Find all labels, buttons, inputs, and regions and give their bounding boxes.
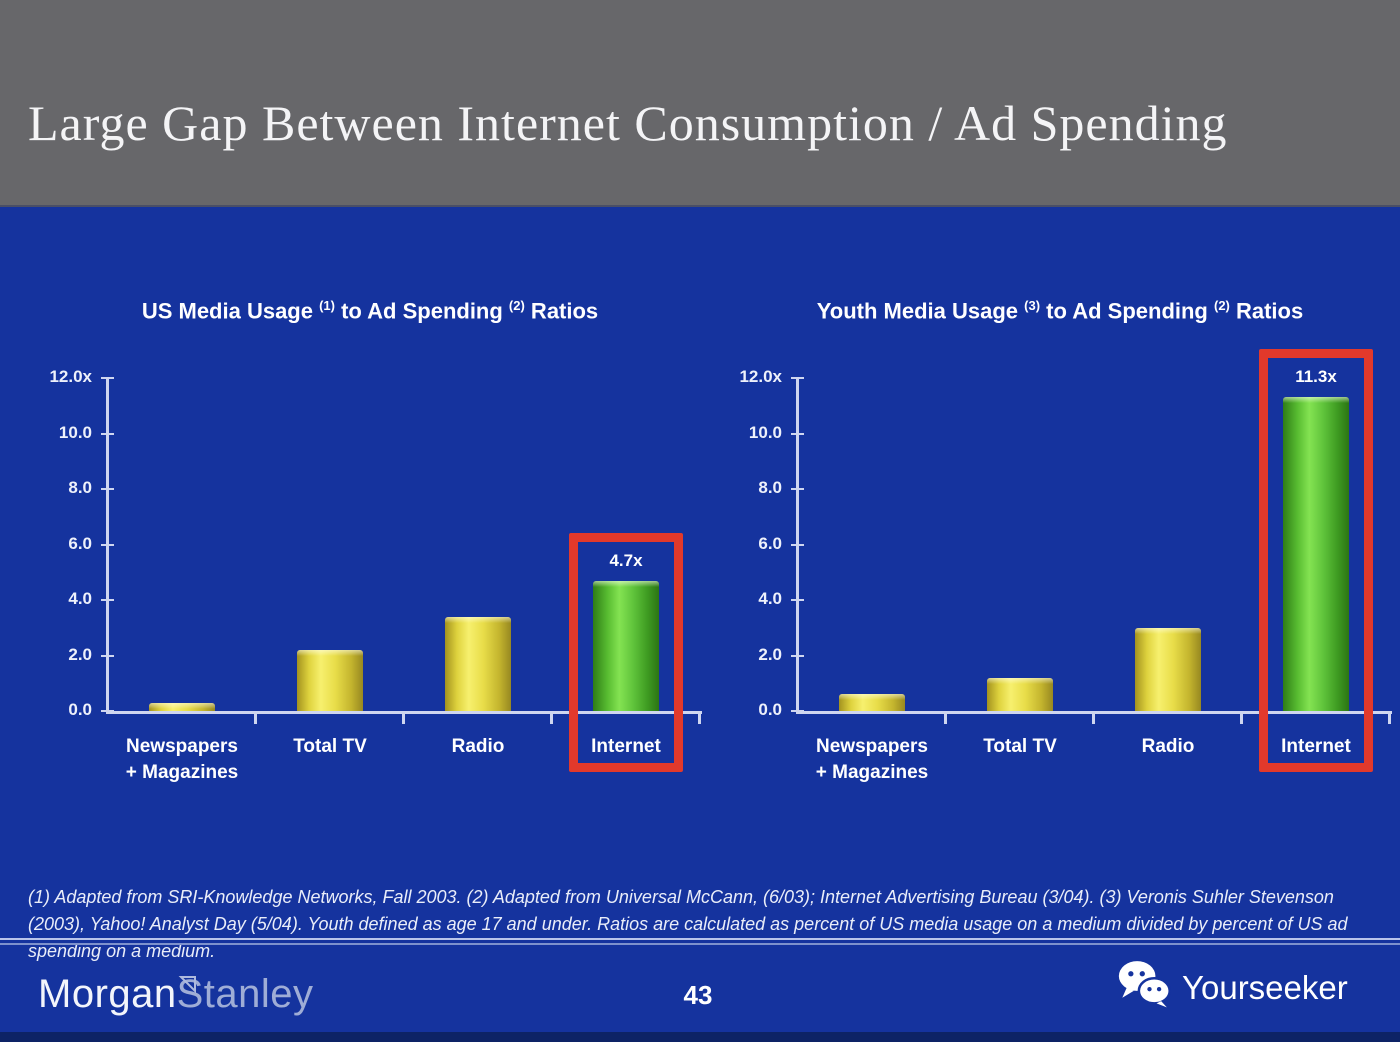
bar-value-label: 11.3x <box>1295 367 1337 386</box>
slide-header: Large Gap Between Internet Consumption /… <box>0 0 1400 207</box>
y-tick-label: 4.0 <box>758 589 782 608</box>
y-tick-label: 8.0 <box>68 478 92 497</box>
category-label: Internet <box>1281 736 1351 757</box>
x-tick <box>698 714 701 724</box>
category-label: Radio <box>451 736 505 757</box>
x-tick <box>1240 714 1243 724</box>
y-tick-label: 2.0 <box>68 644 92 664</box>
y-tick-label: 6.0 <box>68 533 92 553</box>
morganstanley-flag-icon <box>178 960 198 1005</box>
highlight-box <box>569 533 683 772</box>
bar-radio <box>1135 628 1201 711</box>
divider-rule-bottom <box>0 943 1400 945</box>
y-tick-label: 12.0x <box>49 367 92 386</box>
x-tick <box>402 714 405 724</box>
chart-plot: 12.0x 10.0 8.0 6.0 4.0 2.0 0.0 Newspapers + Maga… <box>40 268 702 813</box>
category-label: Total TV <box>293 736 367 757</box>
wechat-icon <box>1116 960 1172 1016</box>
y-tick-label: 10.0 <box>58 422 92 442</box>
bar-newspapers <box>149 703 215 711</box>
y-tick <box>791 432 804 435</box>
x-axis-line <box>796 711 1392 714</box>
category-label: Radio <box>1141 736 1195 757</box>
category-label: Internet <box>591 736 661 757</box>
chart-title-youth-media: Youth Media Usage (3) to Ad Spending (2)… <box>816 298 1304 324</box>
bar-newspapers <box>839 694 905 711</box>
yourseeker-watermark: Yourseeker <box>1116 960 1348 1016</box>
x-axis-line <box>106 711 702 714</box>
x-tick <box>1092 714 1095 724</box>
y-tick <box>791 488 804 490</box>
morgan-text: Morgan <box>38 972 177 1016</box>
y-tick-label: 12.0x <box>739 367 782 386</box>
bar-total-tv <box>987 678 1053 711</box>
y-tick-label: 10.0 <box>748 422 782 442</box>
y-tick <box>101 432 114 435</box>
category-label: Newspapers + Magazines <box>815 736 929 783</box>
y-tick-label: 6.0 <box>758 533 782 553</box>
category-label: Newspapers + Magazines <box>125 736 239 783</box>
morganstanley-logo: Morgan Stanley <box>38 972 314 1022</box>
category-label: Total TV <box>983 736 1057 757</box>
x-tick <box>1388 714 1391 724</box>
bar-total-tv <box>297 650 363 711</box>
highlight-box <box>1259 349 1373 772</box>
bottom-strip <box>0 1032 1400 1042</box>
x-tick <box>254 714 257 724</box>
chart-youth-media: Youth Media Usage (3) to Ad Spending (2)… <box>730 268 1392 813</box>
y-tick-label: 8.0 <box>758 478 782 497</box>
y-tick <box>101 543 114 546</box>
y-tick <box>101 710 114 712</box>
y-tick-label: 0.0 <box>758 700 782 719</box>
x-tick <box>550 714 553 724</box>
bar-internet <box>593 581 659 711</box>
chart-us-media: US Media Usage (1) to Ad Spending (2) Ra… <box>40 268 702 813</box>
chart-plot: 12.0x 10.0 8.0 6.0 4.0 2.0 0.0 Newspapers + Maga… <box>730 268 1392 813</box>
y-tick <box>101 488 114 490</box>
y-tick-label: 0.0 <box>68 700 92 719</box>
y-tick <box>791 377 804 379</box>
y-tick-label: 2.0 <box>758 644 782 664</box>
chart-title-us-media: US Media Usage (1) to Ad Spending (2) Ra… <box>141 298 599 324</box>
y-axis-line <box>796 378 799 714</box>
y-tick <box>101 654 114 657</box>
y-tick <box>101 377 114 379</box>
footnote-text: (1) Adapted from SRI-Knowledge Networks,… <box>28 887 1348 961</box>
bar-internet <box>1283 397 1349 711</box>
y-tick <box>791 710 804 712</box>
y-axis-line <box>106 378 109 714</box>
page-title: Large Gap Between Internet Consumption /… <box>28 95 1228 151</box>
y-tick-label: 4.0 <box>68 589 92 608</box>
stanley-text: Stanley <box>176 972 314 1016</box>
page-number: 43 <box>683 980 713 1010</box>
x-tick <box>944 714 947 724</box>
yourseeker-label: Yourseeker <box>1182 969 1348 1006</box>
bar-value-label: 4.7x <box>609 551 643 570</box>
y-tick <box>101 599 114 601</box>
y-tick <box>791 654 804 657</box>
divider-rule-top <box>0 938 1400 940</box>
bar-radio <box>445 617 511 711</box>
y-tick <box>791 599 804 601</box>
y-tick <box>791 543 804 546</box>
